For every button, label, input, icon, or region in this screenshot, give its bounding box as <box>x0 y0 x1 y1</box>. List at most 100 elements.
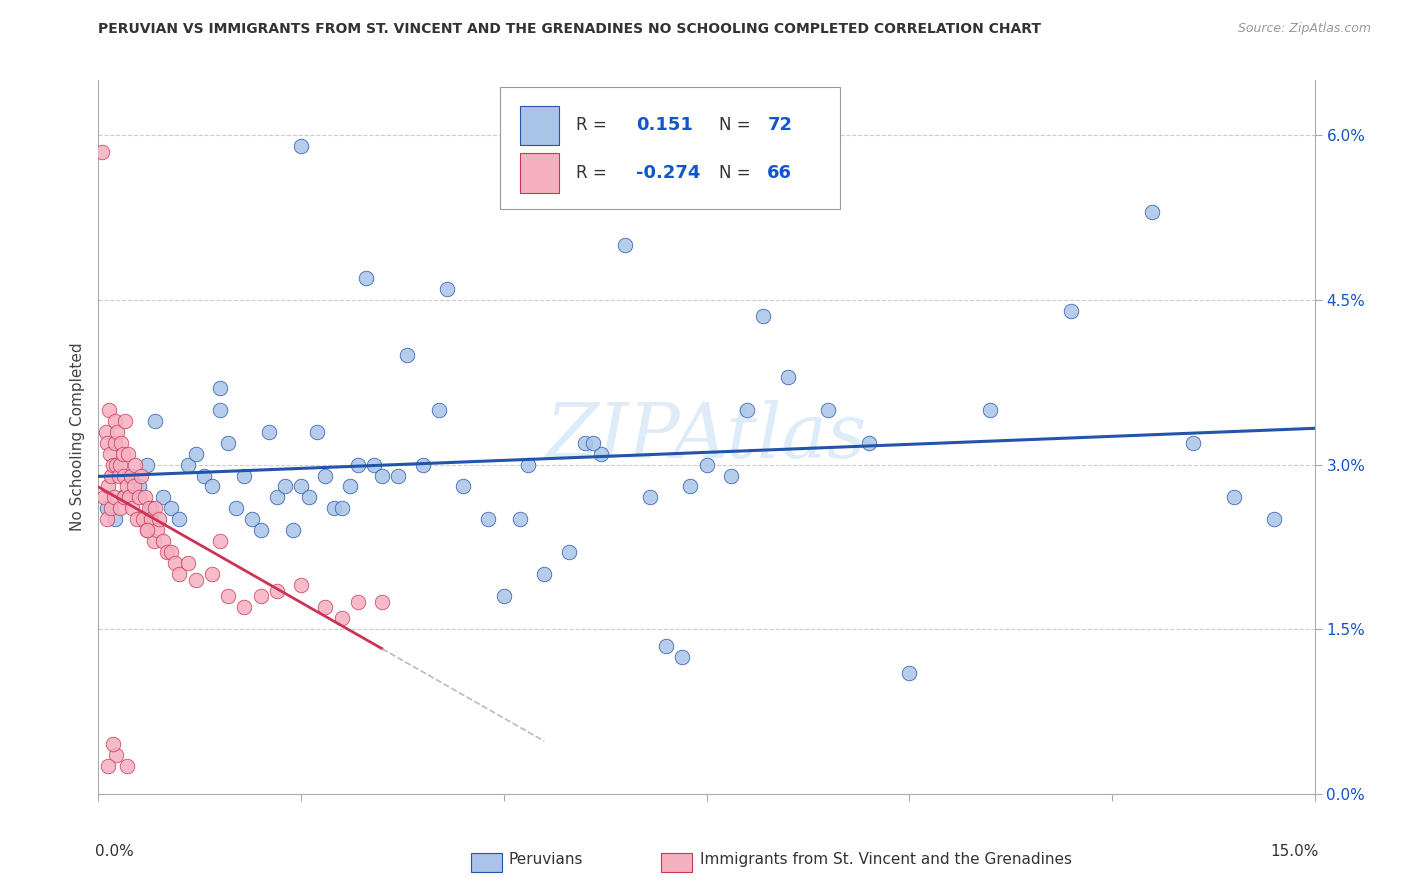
Bar <box>520 105 560 145</box>
Point <box>517 458 540 472</box>
Point <box>776 369 799 384</box>
Text: Source: ZipAtlas.com: Source: ZipAtlas.com <box>1237 22 1371 36</box>
Point <box>591 446 613 460</box>
Point <box>314 468 336 483</box>
Point <box>330 611 353 625</box>
Point <box>1142 205 1164 219</box>
Point <box>104 512 127 526</box>
Point <box>1182 435 1205 450</box>
Point <box>233 600 256 615</box>
Point <box>97 479 120 493</box>
Point <box>104 414 127 428</box>
Point <box>118 491 141 505</box>
Point <box>132 512 155 526</box>
Point <box>139 501 162 516</box>
Point <box>139 512 162 526</box>
Point <box>138 501 160 516</box>
Point <box>184 446 207 460</box>
Point <box>146 524 169 538</box>
Point <box>94 425 117 439</box>
Point <box>193 468 215 483</box>
Point <box>735 402 758 417</box>
Point <box>614 238 637 252</box>
Text: 0.0%: 0.0% <box>94 844 134 859</box>
Point <box>979 402 1001 417</box>
Point <box>817 402 839 417</box>
Point <box>104 435 127 450</box>
Point <box>557 545 579 559</box>
Text: ZIPAtlas: ZIPAtlas <box>546 401 868 474</box>
Text: N =: N = <box>718 164 751 182</box>
Bar <box>520 153 560 193</box>
Point <box>142 534 165 549</box>
Point <box>209 534 232 549</box>
Point <box>492 589 515 603</box>
Point <box>574 435 596 450</box>
Point <box>111 446 134 460</box>
Point <box>110 458 132 472</box>
Y-axis label: No Schooling Completed: No Schooling Completed <box>70 343 86 532</box>
Point <box>105 425 128 439</box>
Point <box>100 468 122 483</box>
Point <box>121 501 143 516</box>
Point <box>638 491 661 505</box>
Text: 66: 66 <box>768 164 793 182</box>
Point <box>97 402 120 417</box>
Point <box>387 468 409 483</box>
Text: 72: 72 <box>768 116 793 134</box>
Point <box>225 501 247 516</box>
Point <box>169 512 191 526</box>
Point <box>427 402 450 417</box>
Point <box>582 435 605 450</box>
Text: R =: R = <box>576 116 607 134</box>
Point <box>129 468 152 483</box>
Point <box>322 501 344 516</box>
Point <box>110 435 132 450</box>
Point <box>281 524 304 538</box>
Point <box>115 479 138 493</box>
Point <box>217 589 239 603</box>
Point <box>112 491 135 505</box>
Point <box>436 282 458 296</box>
Point <box>124 458 146 472</box>
Point <box>96 512 118 526</box>
Point <box>290 578 312 592</box>
Point <box>898 666 921 681</box>
Point <box>249 589 271 603</box>
Point <box>371 468 394 483</box>
Point <box>169 567 191 582</box>
Point <box>105 458 128 472</box>
Point <box>143 414 166 428</box>
Point <box>111 491 134 505</box>
Point <box>1060 303 1083 318</box>
Point <box>91 145 114 159</box>
Point <box>339 479 361 493</box>
Point <box>201 479 224 493</box>
Point <box>114 414 136 428</box>
Point <box>120 468 142 483</box>
Point <box>330 501 353 516</box>
Text: 15.0%: 15.0% <box>1270 844 1319 859</box>
Point <box>136 458 159 472</box>
Point <box>354 271 377 285</box>
Point <box>266 491 288 505</box>
Point <box>160 501 183 516</box>
Point <box>290 479 312 493</box>
Point <box>274 479 297 493</box>
Point <box>509 512 531 526</box>
Point <box>371 595 394 609</box>
Point <box>347 458 370 472</box>
Text: R =: R = <box>576 164 607 182</box>
Point <box>314 600 336 615</box>
Text: 0.151: 0.151 <box>636 116 693 134</box>
Point <box>242 512 264 526</box>
Point <box>307 425 329 439</box>
Point <box>120 468 142 483</box>
Point <box>858 435 880 450</box>
Point <box>298 491 321 505</box>
Point <box>128 479 150 493</box>
Point <box>96 501 118 516</box>
Point <box>209 381 232 395</box>
Text: PERUVIAN VS IMMIGRANTS FROM ST. VINCENT AND THE GRENADINES NO SCHOOLING COMPLETE: PERUVIAN VS IMMIGRANTS FROM ST. VINCENT … <box>98 22 1042 37</box>
Point <box>165 557 187 571</box>
